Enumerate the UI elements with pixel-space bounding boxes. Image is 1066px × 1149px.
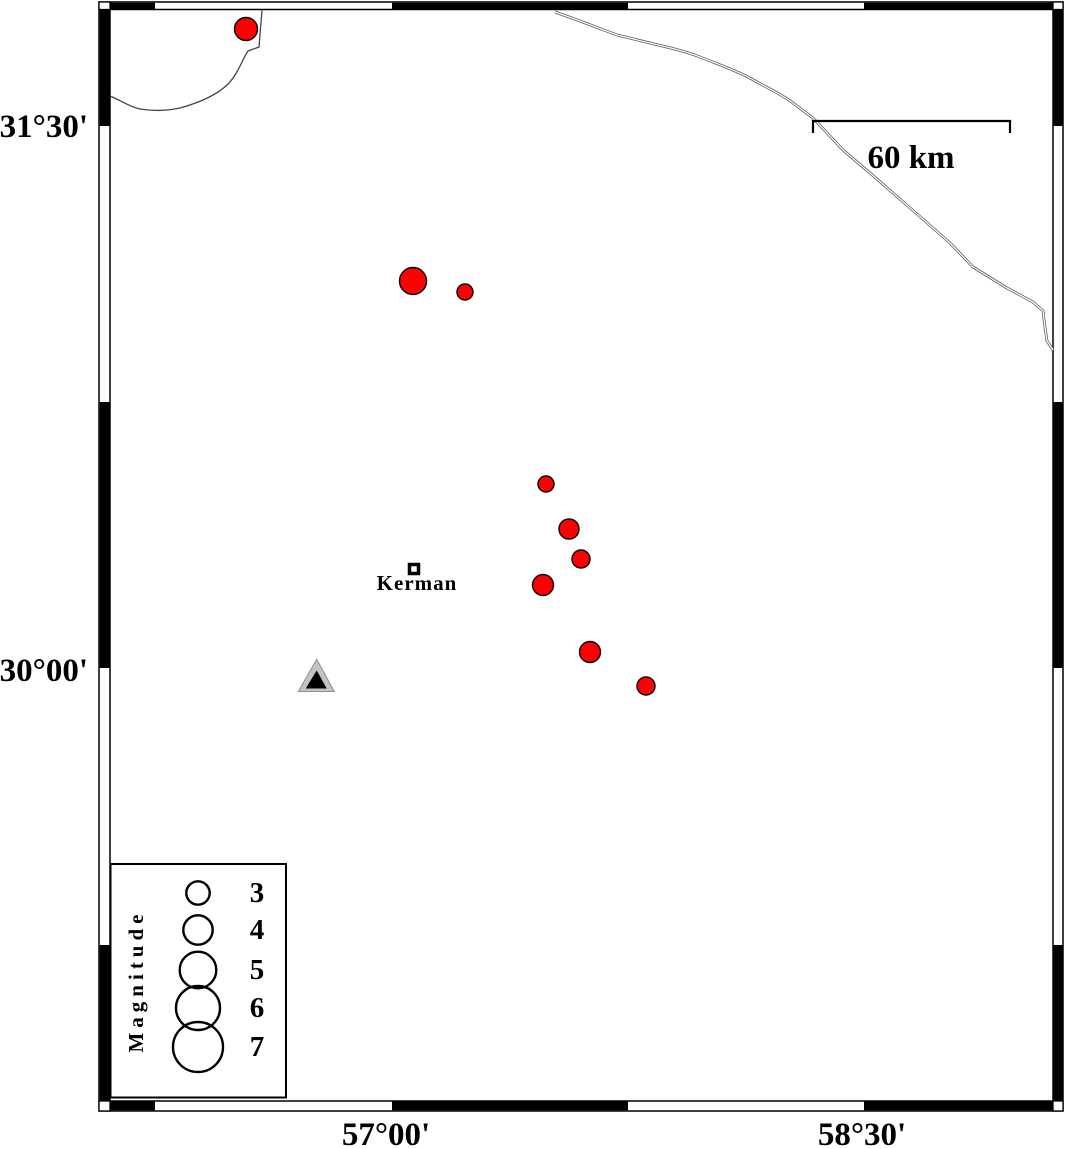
frame-corner-top-left — [98, 1, 111, 11]
frame-tick-top — [392, 2, 628, 10]
legend-items: 3 4 5 6 7 — [171, 877, 265, 1074]
scale-bar: 60 km — [811, 119, 1012, 176]
earthquake-marker — [398, 266, 428, 296]
scale-bar-bracket — [811, 119, 1012, 133]
city-label: Kerman — [377, 571, 458, 595]
earthquake-marker — [578, 640, 602, 664]
magnitude-legend: Magnitude 3 4 5 6 7 — [109, 863, 287, 1099]
river-line — [109, 9, 263, 112]
earthquake-marker — [456, 283, 474, 301]
frame-tick-bottom — [110, 1101, 155, 1111]
legend-magnitude-circle — [174, 984, 222, 1032]
legend-magnitude-circle — [178, 950, 218, 990]
earthquake-marker — [537, 475, 555, 493]
frame-tick-left — [99, 402, 110, 668]
earthquake-marker — [558, 518, 580, 540]
scale-bar-label: 60 km — [867, 140, 954, 176]
legend-magnitude-label: 3 — [250, 877, 265, 909]
legend-magnitude-label: 4 — [250, 914, 265, 946]
legend-magnitude-circle — [182, 914, 214, 946]
latitude-tick-label: 31°30' — [0, 109, 88, 145]
latitude-tick-label: 30°00' — [0, 653, 88, 689]
station-marker — [297, 658, 336, 692]
frame-tick-bottom — [392, 1101, 628, 1111]
frame-tick-left — [99, 9, 110, 126]
frame-tick-top — [110, 2, 155, 10]
frame-tick-bottom — [864, 1101, 1053, 1111]
frame-tick-right — [1053, 9, 1063, 126]
frame-corner-bottom-right — [1052, 1100, 1064, 1112]
legend-title: Magnitude — [124, 909, 148, 1052]
legend-magnitude-label: 5 — [250, 954, 265, 986]
earthquake-marker — [233, 16, 259, 42]
city-square-icon — [407, 562, 421, 576]
city-marker-kerman: Kerman — [377, 562, 458, 595]
legend-magnitude-label: 6 — [250, 992, 265, 1024]
longitude-tick-label: 58°30' — [818, 1117, 906, 1149]
frame-tick-right — [1053, 402, 1063, 668]
frame-tick-segments — [99, 2, 1063, 1111]
geographic-lines — [109, 9, 1055, 351]
frame-tick-top — [864, 2, 1053, 10]
station-triangle-core — [305, 670, 327, 689]
longitude-labels: 57°00' 58°30' — [342, 1117, 906, 1149]
road-line-core — [554, 11, 1054, 351]
latitude-labels: 31°30' 30°00' — [0, 109, 88, 689]
frame-corner-top-right — [1052, 1, 1064, 11]
earthquake-marker — [636, 676, 656, 696]
longitude-tick-label: 57°00' — [342, 1117, 430, 1149]
legend-magnitude-circle — [171, 1020, 225, 1074]
frame-corner-bottom-left — [98, 1100, 111, 1112]
frame-tick-right — [1053, 945, 1063, 1101]
frame-tick-left — [99, 945, 110, 1101]
earthquake-epicenters — [233, 16, 656, 696]
earthquake-marker — [531, 573, 555, 597]
legend-magnitude-label: 7 — [250, 1031, 265, 1063]
legend-box — [109, 863, 287, 1099]
legend-magnitude-circle — [185, 880, 211, 906]
earthquake-marker — [571, 549, 591, 569]
